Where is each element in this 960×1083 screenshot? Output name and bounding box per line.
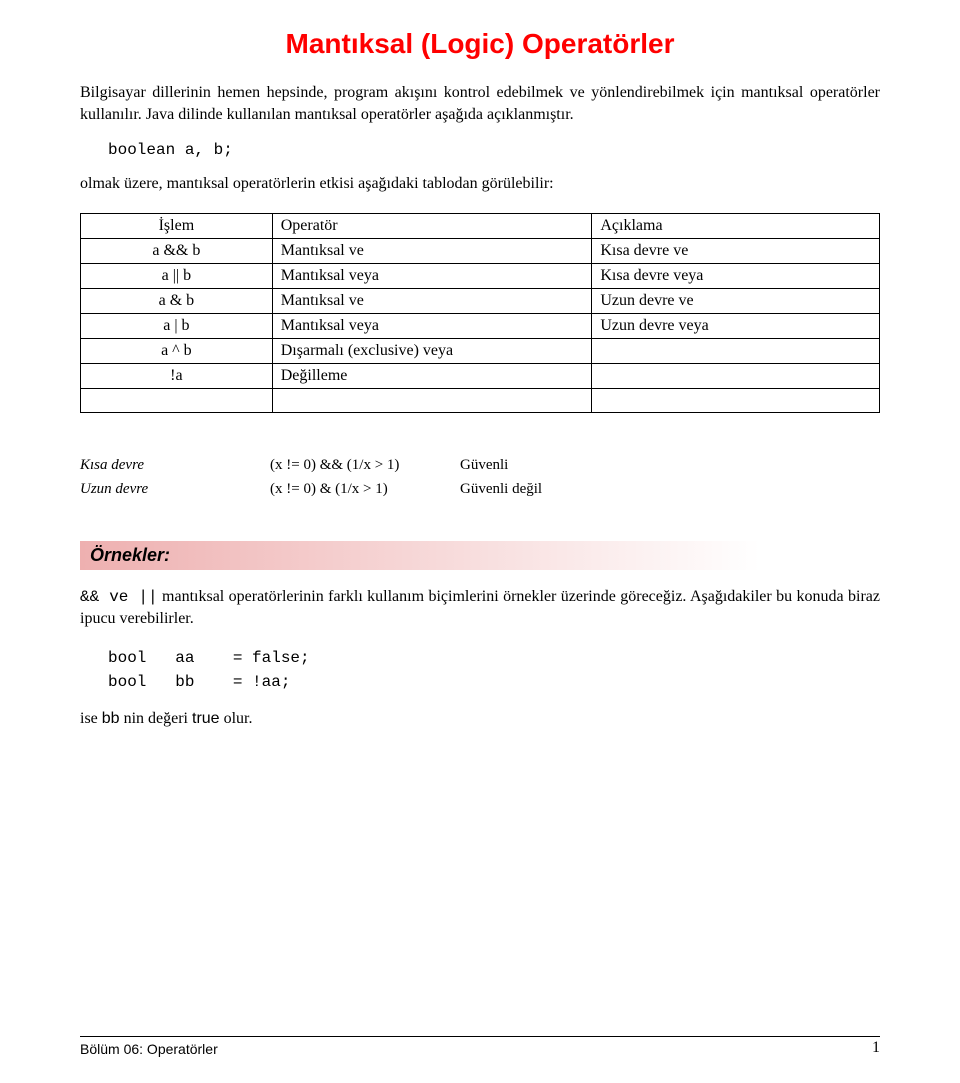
table-row: a && b Mantıksal ve Kısa devre ve [81, 238, 880, 263]
table-cell: Mantıksal ve [272, 238, 592, 263]
short-long-circuit-examples: Kısa devre Uzun devre (x != 0) && (1/x >… [80, 453, 880, 501]
table-row: a ^ b Dışarmalı (exclusive) veya [81, 338, 880, 363]
table-cell: !a [81, 363, 273, 388]
page-title: Mantıksal (Logic) Operatörler [80, 28, 880, 60]
table-cell [592, 363, 880, 388]
page-footer: Bölüm 06: Operatörler 1 [80, 1036, 880, 1057]
table-cell: Uzun devre ve [592, 288, 880, 313]
example-note: Güvenli [460, 453, 880, 477]
table-cell: a || b [81, 263, 273, 288]
table-cell: a && b [81, 238, 273, 263]
closing-code: bb [102, 710, 120, 727]
example-label: Kısa devre [80, 453, 270, 477]
example-label: Uzun devre [80, 477, 270, 501]
table-row: a | b Mantıksal veya Uzun devre veya [81, 313, 880, 338]
table-cell: a | b [81, 313, 273, 338]
boolean-declaration: boolean a, b; [108, 141, 880, 159]
table-cell: Uzun devre veya [592, 313, 880, 338]
table-cell [272, 388, 592, 412]
table-cell: Dışarmalı (exclusive) veya [272, 338, 592, 363]
examples-paragraph-text: mantıksal operatörlerinin farklı kullanı… [80, 588, 880, 628]
table-cell: Kısa devre veya [592, 263, 880, 288]
table-cell: Mantıksal veya [272, 263, 592, 288]
table-cell: Mantıksal ve [272, 288, 592, 313]
closing-text: nin değeri [120, 710, 192, 727]
table-cell [592, 338, 880, 363]
closing-sentence: ise bb nin değeri true olur. [80, 708, 880, 730]
table-header-cell: Açıklama [592, 213, 880, 238]
intro-paragraph: Bilgisayar dillerinin hemen hepsinde, pr… [80, 82, 880, 125]
table-header-cell: Operatör [272, 213, 592, 238]
table-row: !a Değilleme [81, 363, 880, 388]
table-cell: Değilleme [272, 363, 592, 388]
lead-paragraph: olmak üzere, mantıksal operatörlerin etk… [80, 173, 880, 195]
table-cell: Mantıksal veya [272, 313, 592, 338]
table-cell: a & b [81, 288, 273, 313]
closing-text: ise [80, 710, 102, 727]
footer-page-number: 1 [872, 1039, 880, 1057]
table-header-cell: İşlem [81, 213, 273, 238]
examples-heading: Örnekler: [80, 541, 880, 570]
closing-code: true [192, 710, 220, 727]
example-expr: (x != 0) & (1/x > 1) [270, 477, 460, 501]
footer-title: Bölüm 06: Operatörler [80, 1041, 218, 1057]
code-block: bool aa = false; bool bb = !aa; [108, 646, 880, 694]
operator-table: İşlem Operatör Açıklama a && b Mantıksal… [80, 213, 880, 413]
table-header-row: İşlem Operatör Açıklama [81, 213, 880, 238]
examples-paragraph: && ve || mantıksal operatörlerinin farkl… [80, 586, 880, 630]
table-row: a || b Mantıksal veya Kısa devre veya [81, 263, 880, 288]
table-cell: Kısa devre ve [592, 238, 880, 263]
operators-inline: && ve || [80, 588, 158, 606]
closing-text: olur. [220, 710, 253, 727]
example-expr: (x != 0) && (1/x > 1) [270, 453, 460, 477]
table-row: a & b Mantıksal ve Uzun devre ve [81, 288, 880, 313]
table-cell [592, 388, 880, 412]
example-note: Güvenli değil [460, 477, 880, 501]
table-row [81, 388, 880, 412]
table-cell [81, 388, 273, 412]
table-cell: a ^ b [81, 338, 273, 363]
